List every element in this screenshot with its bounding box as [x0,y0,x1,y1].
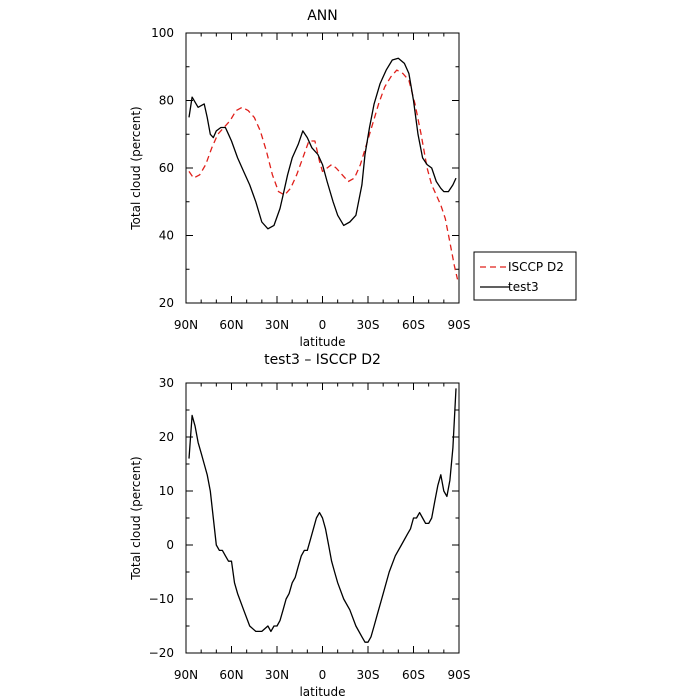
x-tick-label: 60N [219,668,243,682]
y-axis-label: Total cloud (percent) [129,456,143,580]
plot-frame [185,32,460,304]
y-tick-label: −10 [149,592,174,606]
x-tick-label: 0 [319,318,327,332]
x-tick-label: 90S [448,668,471,682]
legend-label: test3 [508,280,539,294]
y-tick-label: 60 [159,161,174,175]
y-tick-label: 40 [159,229,174,243]
x-tick-label: 60S [402,668,425,682]
series-line-test3 [188,57,457,230]
chart-title: ANN [307,8,338,24]
y-tick-label: 30 [159,376,174,390]
x-tick-label: 60S [402,318,425,332]
series-line-difference [188,388,457,643]
x-tick-label: 90N [174,668,198,682]
y-tick-label: 0 [166,538,174,552]
x-axis-label: latitude [299,335,345,349]
chart-title: test3 – ISCCP D2 [264,352,381,368]
chart-panel-2: test3 – ISCCP D2 90N 60N 30N 0 30S 60S 90S −20 −1… [129,352,470,699]
y-tick-label: 20 [159,430,174,444]
x-tick-label: 30S [357,668,380,682]
legend-label: ISCCP D2 [508,260,564,274]
y-tick-label: −20 [149,646,174,660]
x-tick-label: 90N [174,318,198,332]
x-tick-label: 30N [265,668,289,682]
x-tick-label: 30S [357,318,380,332]
y-tick-label: 20 [159,296,174,310]
x-tick-label: 90S [448,318,471,332]
y-tick-label: 10 [159,484,174,498]
x-axis-label: latitude [299,685,345,699]
series-line-isccp-d2 [188,69,459,280]
y-axis-label: Total cloud (percent) [129,106,143,230]
y-tick-label: 100 [151,26,174,40]
x-tick-label: 60N [219,318,243,332]
chart-panel-1: ANN 90N 60N 30N 0 30S 60S 90S 20 40 60 80 100 latitud… [129,8,577,349]
y-tick-label: 80 [159,94,174,108]
legend-box [473,251,577,301]
x-tick-label: 0 [319,668,327,682]
legend: ISCCP D2 test3 [473,251,577,301]
x-tick-label: 30N [265,318,289,332]
